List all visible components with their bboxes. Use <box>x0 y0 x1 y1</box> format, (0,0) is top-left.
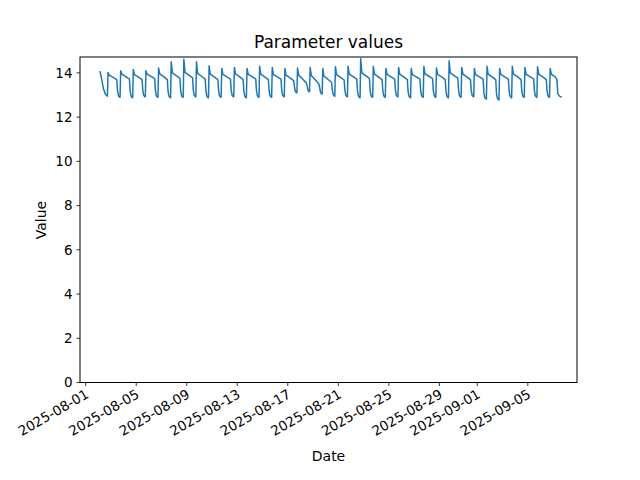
y-tick-label: 14 <box>55 65 72 81</box>
y-tick-label: 0 <box>64 374 73 390</box>
y-tick-label: 12 <box>55 109 72 125</box>
y-tick-label: 4 <box>64 286 73 302</box>
y-tick-label: 6 <box>64 242 73 258</box>
figure-canvas: 024681012142025-08-012025-08-052025-08-0… <box>0 0 640 480</box>
y-tick-label: 10 <box>55 153 72 169</box>
y-axis-label: Value <box>33 201 49 239</box>
axes-frame <box>80 57 577 383</box>
chart-title: Parameter values <box>80 33 577 52</box>
y-tick-label: 8 <box>64 197 73 213</box>
x-axis-label: Date <box>80 448 577 464</box>
line-chart: 024681012142025-08-012025-08-052025-08-0… <box>0 0 640 480</box>
series-line <box>100 59 562 100</box>
y-tick-label: 2 <box>64 330 73 346</box>
